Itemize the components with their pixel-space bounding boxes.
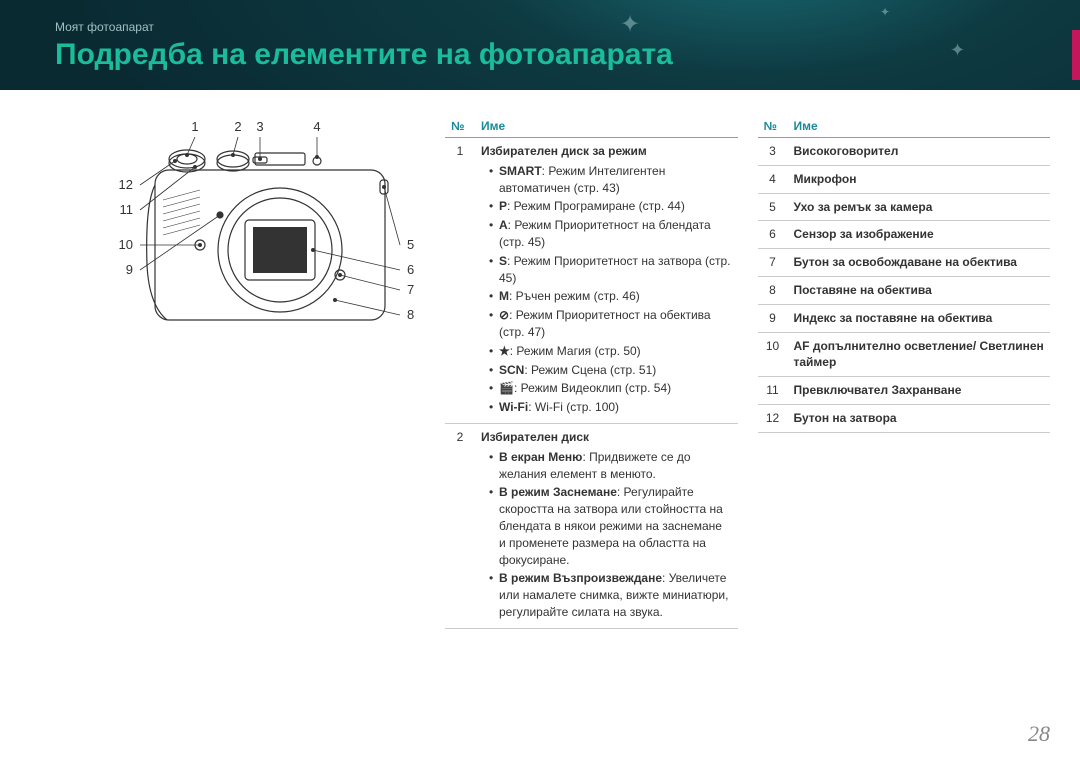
row-name: Микрофон — [788, 165, 1051, 193]
svg-text:5: 5 — [407, 237, 414, 252]
svg-text:7: 7 — [407, 282, 414, 297]
row-num: 12 — [758, 404, 788, 432]
row-title: Избирателен диск — [481, 430, 589, 444]
svg-text:3: 3 — [256, 119, 263, 134]
list-item: 🎬: Режим Видеоклип (стр. 54) — [489, 380, 732, 397]
row-content: Избирателен диск за режим SMART: Режим И… — [475, 138, 738, 424]
col-header-num: № — [445, 115, 475, 138]
row-name: Ухо за ремък за камера — [788, 193, 1051, 221]
list-item: ★: Режим Магия (стр. 50) — [489, 343, 732, 360]
list-item: В екран Меню: Придвижете се до желания е… — [489, 449, 732, 483]
row-num: 4 — [758, 165, 788, 193]
row-num: 11 — [758, 377, 788, 405]
table-row: 10AF допълнително осветление/ Светлинен … — [758, 332, 1051, 377]
list-item: SCN: Режим Сцена (стр. 51) — [489, 362, 732, 379]
row-num: 7 — [758, 249, 788, 277]
row-name: Бутон на затвора — [788, 404, 1051, 432]
svg-text:2: 2 — [234, 119, 241, 134]
row-name: Сензор за изображение — [788, 221, 1051, 249]
row-name: Превключвател Захранване — [788, 377, 1051, 405]
row-num: 8 — [758, 276, 788, 304]
row-name: Индекс за поставяне на обектива — [788, 304, 1051, 332]
list-item: SMART: Режим Интелигентен автоматичен (с… — [489, 163, 732, 197]
svg-text:10: 10 — [119, 237, 133, 252]
svg-text:4: 4 — [313, 119, 320, 134]
svg-text:1: 1 — [191, 119, 198, 134]
page-number: 28 — [1028, 721, 1050, 747]
svg-text:11: 11 — [120, 202, 134, 217]
content-area: 123412111095678 № Име 1 Избирателен диск… — [55, 115, 1050, 629]
breadcrumb: Моят фотоапарат — [55, 20, 154, 34]
row-name: Поставяне на обектива — [788, 276, 1051, 304]
table-row: 1 Избирателен диск за режим SMART: Режим… — [445, 138, 738, 424]
row-num: 1 — [445, 138, 475, 424]
table-row: 9Индекс за поставяне на обектива — [758, 304, 1051, 332]
col-header-name: Име — [475, 115, 738, 138]
row-num: 10 — [758, 332, 788, 377]
table-row: 6Сензор за изображение — [758, 221, 1051, 249]
col-header-num: № — [758, 115, 788, 138]
row-content: Избирателен диск В екран Меню: Придвижет… — [475, 423, 738, 628]
page-title: Подредба на елементите на фотоапарата — [55, 38, 673, 72]
row-name: Високоговорител — [788, 138, 1051, 166]
accent-bar — [1072, 30, 1080, 80]
list-item: S: Режим Приоритетност на затвора (стр. … — [489, 253, 732, 287]
table-row: 11Превключвател Захранване — [758, 377, 1051, 405]
row-title: Избирателен диск за режим — [481, 144, 647, 158]
list-item: ⊘: Режим Приоритетност на обектива (стр.… — [489, 307, 732, 341]
list-item: A: Режим Приоритетност на блендата (стр.… — [489, 217, 732, 251]
list-item: P: Режим Програмиране (стр. 44) — [489, 198, 732, 215]
list-item: В режим Заснемане: Регулирайте скоростта… — [489, 484, 732, 568]
table-row: 5Ухо за ремък за камера — [758, 193, 1051, 221]
table-2: № Име 3Високоговорител4Микрофон5Ухо за р… — [758, 115, 1051, 629]
table-row: 12Бутон на затвора — [758, 404, 1051, 432]
svg-text:12: 12 — [119, 177, 133, 192]
list-item: В режим Възпроизвеждане: Увеличете или н… — [489, 570, 732, 620]
svg-text:6: 6 — [407, 262, 414, 277]
camera-diagram: 123412111095678 — [55, 115, 425, 629]
row-num: 6 — [758, 221, 788, 249]
table-row: 4Микрофон — [758, 165, 1051, 193]
list-item: M: Ръчен режим (стр. 46) — [489, 288, 732, 305]
row-num: 2 — [445, 423, 475, 628]
table-row: 7Бутон за освобождаване на обектива — [758, 249, 1051, 277]
table-row: 2 Избирателен диск В екран Меню: Придвиж… — [445, 423, 738, 628]
col-header-name: Име — [788, 115, 1051, 138]
table-1: № Име 1 Избирателен диск за режим SMART:… — [445, 115, 738, 629]
svg-text:8: 8 — [407, 307, 414, 322]
row-name: AF допълнително осветление/ Светлинен та… — [788, 332, 1051, 377]
table-row: 8Поставяне на обектива — [758, 276, 1051, 304]
row-num: 9 — [758, 304, 788, 332]
row-num: 5 — [758, 193, 788, 221]
row-name: Бутон за освобождаване на обектива — [788, 249, 1051, 277]
table-row: 3Високоговорител — [758, 138, 1051, 166]
list-item: Wi-Fi: Wi-Fi (стр. 100) — [489, 399, 732, 416]
row-num: 3 — [758, 138, 788, 166]
svg-text:9: 9 — [126, 262, 133, 277]
